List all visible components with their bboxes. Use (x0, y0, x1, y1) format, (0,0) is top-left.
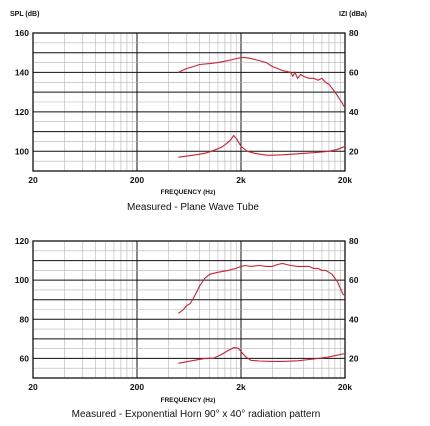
plot1-x-tick-label: 20 (28, 175, 38, 185)
plot2-x-tick-label: 2k (236, 382, 246, 392)
plot1-grid (33, 33, 345, 171)
plot1-y2-tick-label: 20 (349, 146, 359, 156)
plot2-y-ticks: 60 80 100 120 (15, 236, 29, 363)
plot2-y-tick-label: 120 (15, 236, 29, 246)
plot1-y-tick-label: 140 (15, 67, 29, 77)
chart-exponential-horn: 60 80 100 120 20 40 60 80 20 200 2k 20k FREQUENCY… (15, 236, 359, 420)
plot1-y2-tick-label: 80 (349, 28, 359, 38)
plot2-y-tick-label: 60 (20, 353, 30, 363)
plot2-y2-tick-label: 80 (349, 236, 359, 246)
plot2-grid (33, 241, 345, 378)
plot1-right-axis-label: IZI (dBa) (339, 11, 367, 18)
plot2-impedance-curve (178, 347, 346, 364)
plot2-frame (32, 240, 346, 379)
plot2-caption: Measured - Exponential Horn 90° x 40° ra… (72, 409, 321, 420)
plot1-y2-tick-label: 60 (349, 67, 359, 77)
plot1-y2-tick-label: 40 (349, 107, 359, 117)
plot2-y2-tick-label: 60 (349, 275, 359, 285)
plot1-y-ticks: 100 120 140 160 (15, 28, 29, 156)
plot1-x-axis-label: FREQUENCY (Hz) (161, 189, 216, 196)
plot1-x-tick-label: 200 (130, 175, 144, 185)
plot1-y-tick-label: 160 (15, 28, 29, 38)
plot1-y-tick-label: 120 (15, 107, 29, 117)
plot2-y-tick-label: 100 (15, 275, 29, 285)
plot2-x-axis-label: FREQUENCY (Hz) (161, 397, 216, 404)
plot1-x-ticks: 20 200 2k 20k (28, 175, 352, 185)
plot2-x-ticks: 20 200 2k 20k (28, 382, 352, 392)
plot2-y-tick-label: 80 (20, 314, 30, 324)
chart-plane-wave: 100 120 140 160 20 40 60 80 20 200 2k 20k SPL (dB… (10, 11, 367, 213)
plot1-spl-curve (178, 57, 346, 109)
plot1-x-tick-label: 2k (236, 175, 246, 185)
plot2-x-tick-label: 20k (338, 382, 352, 392)
plot2-y2-tick-label: 20 (349, 353, 359, 363)
plot1-frame (32, 32, 346, 172)
plot1-impedance-curve (178, 134, 346, 158)
plot1-left-axis-label: SPL (dB) (10, 11, 39, 18)
plot2-y2-tick-label: 40 (349, 314, 359, 324)
plot1-y2-ticks: 20 40 60 80 (349, 28, 359, 156)
plot2-spl-curve (178, 262, 346, 314)
plot1-caption: Measured - Plane Wave Tube (127, 202, 259, 213)
plot1-x-tick-label: 20k (338, 175, 352, 185)
plot2-x-tick-label: 200 (130, 382, 144, 392)
plot2-x-tick-label: 20 (28, 382, 38, 392)
plot2-y2-ticks: 20 40 60 80 (349, 236, 359, 363)
plot1-y-tick-label: 100 (15, 146, 29, 156)
